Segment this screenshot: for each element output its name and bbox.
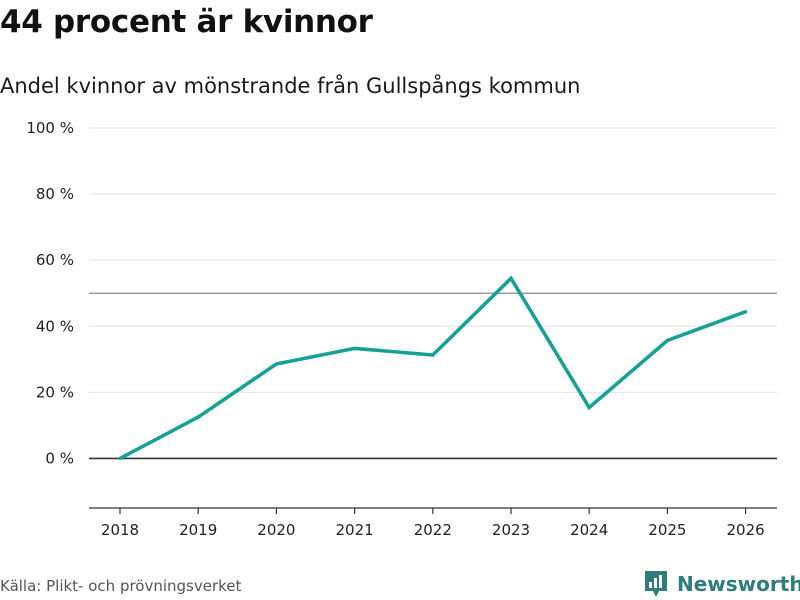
- y-tick-label: 80 %: [36, 185, 74, 203]
- x-tick-label: 2024: [570, 521, 608, 539]
- brand-name: Newsworthy: [677, 572, 800, 596]
- data-point: [587, 405, 591, 410]
- y-axis: 0 % 20 % 40 % 60 % 80 % 100 %: [26, 119, 74, 467]
- data-point: [118, 456, 122, 461]
- y-tick-label: 0 %: [45, 449, 74, 467]
- y-tick-label: 40 %: [36, 317, 74, 335]
- data-point: [196, 415, 200, 419]
- data-point: [509, 276, 513, 280]
- x-tick-label: 2022: [414, 521, 452, 539]
- data-point: [274, 362, 278, 366]
- series-group: [118, 275, 748, 461]
- data-point: [431, 353, 435, 357]
- x-tick-label: 2025: [648, 521, 686, 539]
- series-line: [119, 275, 747, 461]
- x-tick-label: 2020: [257, 521, 295, 539]
- x-tick-label: 2023: [492, 521, 530, 539]
- x-tick-label: 2019: [179, 521, 217, 539]
- source-note: Källa: Plikt- och prövningsverket: [0, 577, 242, 595]
- y-tick-label: 20 %: [36, 383, 74, 401]
- chart-subtitle: Andel kvinnor av mönstrande från Gullspå…: [0, 74, 581, 98]
- data-point: [665, 338, 670, 343]
- gridlines: [89, 127, 777, 460]
- y-tick-label: 100 %: [26, 119, 74, 137]
- brand-logo: Newsworthy: [643, 568, 800, 600]
- data-point: [353, 346, 357, 350]
- y-tick-label: 60 %: [36, 251, 74, 269]
- x-tick-label: 2018: [101, 521, 139, 539]
- bar-chart-logo-icon: [645, 571, 667, 597]
- line-chart: 0 % 20 % 40 % 60 % 80 % 100 % 2018 2019 2020 202…: [26, 119, 777, 539]
- x-tick-label: 2021: [336, 521, 374, 539]
- x-tick-label: 2026: [727, 521, 765, 539]
- chart-title: 44 procent är kvinnor: [0, 4, 373, 40]
- data-point: [744, 310, 748, 314]
- x-axis: 2018 2019 2020 2021 2022 2023 2024 2025 2026: [89, 507, 777, 539]
